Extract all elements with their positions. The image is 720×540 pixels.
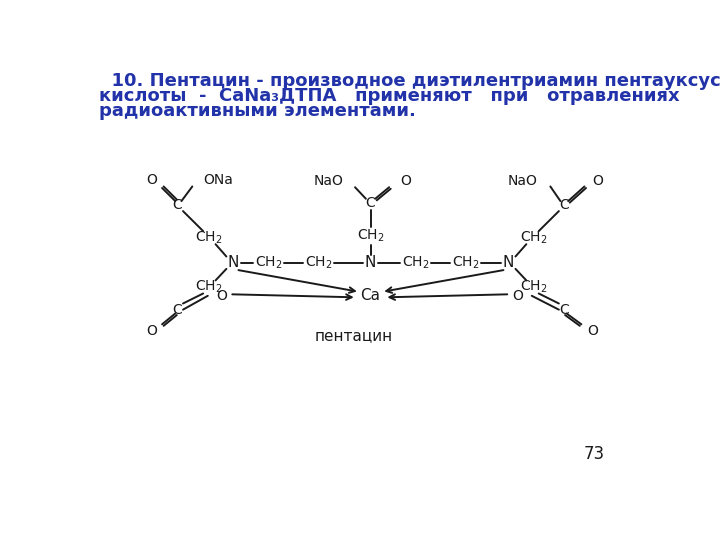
Text: CH$_2$: CH$_2$	[195, 278, 222, 295]
Text: O: O	[592, 174, 603, 188]
Text: C: C	[173, 302, 182, 316]
Text: CH$_2$: CH$_2$	[452, 254, 480, 271]
Text: CH$_2$: CH$_2$	[254, 254, 282, 271]
Text: кислоты  -  СаNa₃ДТПА   применяют   при   отравлениях: кислоты - СаNa₃ДТПА применяют при отравл…	[99, 87, 680, 105]
Text: O: O	[588, 324, 598, 338]
Text: O: O	[513, 289, 523, 303]
Text: N: N	[228, 255, 239, 270]
Text: Ca: Ca	[361, 288, 381, 303]
Text: C: C	[173, 198, 182, 212]
Text: пентацин: пентацин	[315, 328, 392, 343]
Text: N: N	[503, 255, 514, 270]
Text: C: C	[559, 198, 570, 212]
Text: CH$_2$: CH$_2$	[195, 230, 222, 246]
Text: ONa: ONa	[203, 173, 233, 187]
Text: NaO: NaO	[508, 174, 537, 188]
Text: CH$_2$: CH$_2$	[520, 230, 547, 246]
Text: C: C	[366, 197, 375, 211]
Text: радиоактивными элементами.: радиоактивными элементами.	[99, 102, 416, 120]
Text: 73: 73	[583, 444, 604, 463]
Text: CH$_2$: CH$_2$	[402, 254, 429, 271]
Text: CH$_2$: CH$_2$	[357, 227, 384, 244]
Text: O: O	[145, 173, 157, 187]
Text: O: O	[400, 174, 411, 188]
Text: NaO: NaO	[314, 174, 343, 188]
Text: O: O	[145, 324, 157, 338]
Text: CH$_2$: CH$_2$	[520, 278, 547, 295]
Text: C: C	[559, 302, 570, 316]
Text: O: O	[216, 289, 228, 303]
Text: 10. Пентацин - производное диэтилентриамин пентауксусной: 10. Пентацин - производное диэтилентриам…	[99, 72, 720, 91]
Text: N: N	[365, 255, 377, 270]
Text: CH$_2$: CH$_2$	[305, 254, 333, 271]
